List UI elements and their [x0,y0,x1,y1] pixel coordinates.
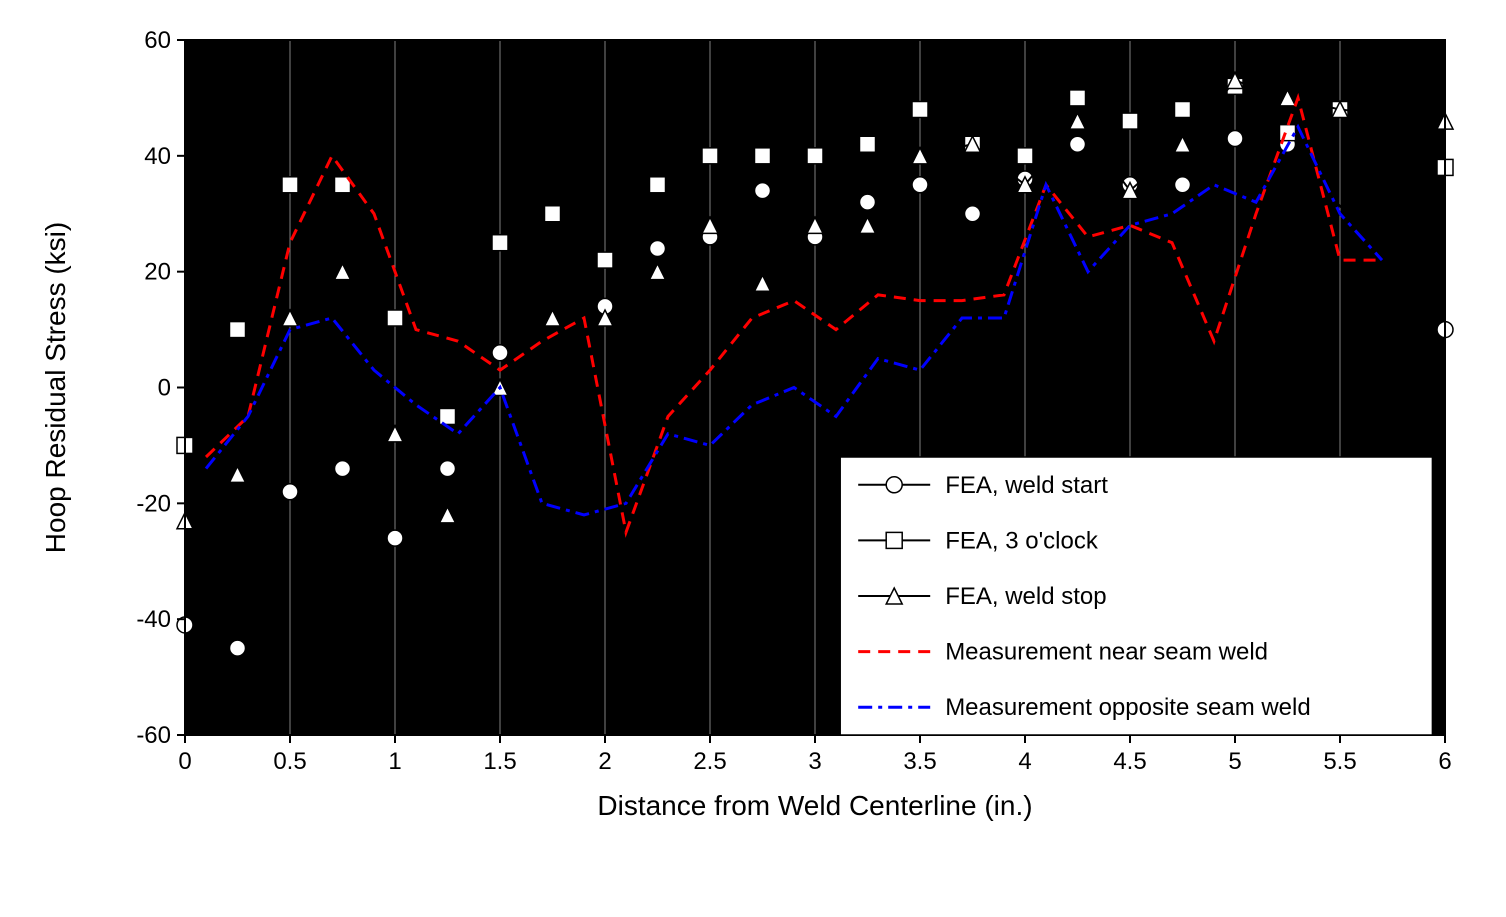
marker-square [702,148,718,164]
marker-circle [335,461,351,477]
xtick-label: 6 [1438,748,1451,775]
marker-circle [230,640,246,656]
marker-square [886,532,902,548]
ytick-label: -60 [136,722,171,749]
marker-circle [650,241,666,257]
ytick-label: 0 [158,375,171,402]
xtick-label: 1.5 [483,748,516,775]
marker-circle [886,477,902,493]
marker-square [282,177,298,193]
xtick-label: 4.5 [1113,748,1146,775]
marker-circle [755,183,771,199]
legend-label: Measurement near seam weld [945,639,1268,666]
ytick-label: -40 [136,606,171,633]
xtick-label: 5.5 [1323,748,1356,775]
marker-square [492,235,508,251]
legend-label: FEA, weld start [945,472,1108,499]
marker-circle [860,194,876,210]
marker-square [230,322,246,338]
xtick-label: 2 [598,748,611,775]
marker-square [597,252,613,268]
marker-square [440,408,456,424]
xtick-label: 0 [178,748,191,775]
marker-circle [965,206,981,222]
marker-circle [1070,136,1086,152]
marker-square [387,310,403,326]
xtick-label: 5 [1228,748,1241,775]
x-axis-label: Distance from Weld Centerline (in.) [597,790,1032,821]
y-axis-label: Hoop Residual Stress (ksi) [40,222,71,553]
xtick-label: 1 [388,748,401,775]
marker-square [545,206,561,222]
marker-circle [492,345,508,361]
xtick-label: 3 [808,748,821,775]
marker-circle [1227,130,1243,146]
marker-square [1070,90,1086,106]
marker-square [755,148,771,164]
marker-square [1017,148,1033,164]
marker-circle [912,177,928,193]
marker-circle [1175,177,1191,193]
xtick-label: 4 [1018,748,1031,775]
xtick-label: 3.5 [903,748,936,775]
marker-square [860,136,876,152]
ytick-label: 20 [144,259,171,286]
xtick-label: 0.5 [273,748,306,775]
legend-label: FEA, 3 o'clock [945,527,1099,554]
legend-label: Measurement opposite seam weld [945,694,1311,721]
marker-square [1175,102,1191,118]
ytick-label: 40 [144,143,171,170]
marker-square [1122,113,1138,129]
marker-square [912,102,928,118]
legend: FEA, weld start FEA, 3 o'clock FEA, weld s… [840,457,1432,735]
marker-square [650,177,666,193]
xtick-label: 2.5 [693,748,726,775]
marker-circle [440,461,456,477]
marker-circle [282,484,298,500]
marker-circle [387,530,403,546]
marker-square [807,148,823,164]
hoop-stress-chart: 0 0.5 1 1.5 2 2.5 3 3.5 4 4.5 5 5.5 6 -60 -40 -20 0 20 40 6… [0,0,1506,917]
ytick-label: -20 [136,490,171,517]
ytick-label: 60 [144,27,171,54]
legend-label: FEA, weld stop [945,583,1106,610]
